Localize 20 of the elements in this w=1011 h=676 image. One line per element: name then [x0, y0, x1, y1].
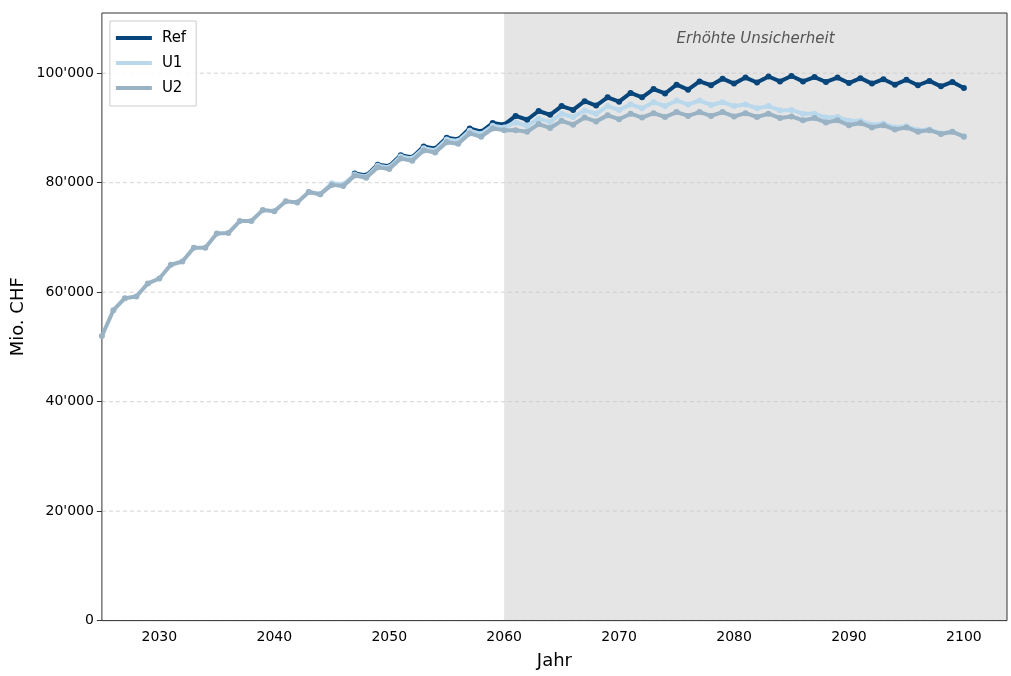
y-tick-label: 80'000: [45, 173, 94, 190]
y-tick-label: 60'000: [45, 282, 94, 299]
legend-label: U1: [161, 52, 183, 71]
x-tick-label: 2100: [946, 627, 982, 644]
x-tick-label: 2040: [256, 627, 293, 644]
x-tick-label: 2050: [371, 627, 408, 644]
y-tick-label: 0: [84, 611, 94, 628]
y-tick-label: 40'000: [45, 392, 94, 409]
legend-label: U2: [161, 77, 183, 96]
x-tick-label: 2090: [831, 627, 867, 644]
y-axis-title: Mio. CHF: [6, 277, 28, 357]
x-tick-label: 2080: [716, 627, 752, 644]
x-axis-title: Jahr: [535, 648, 573, 670]
x-tick-label: 2060: [486, 627, 522, 644]
band-label: Erhöhte Unsicherheit: [676, 28, 836, 47]
y-tick-label: 100'000: [36, 63, 94, 80]
x-tick-label: 2070: [601, 627, 637, 644]
y-tick-label: 20'000: [45, 501, 94, 518]
x-tick-label: 2030: [141, 627, 178, 644]
legend-label: Ref: [161, 27, 187, 46]
